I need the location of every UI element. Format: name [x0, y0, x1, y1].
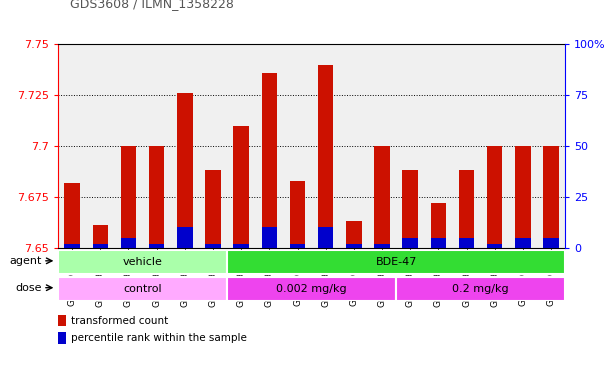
Bar — [227, 277, 396, 301]
Bar — [205, 243, 221, 248]
Text: BDE-47: BDE-47 — [375, 257, 417, 267]
Bar — [543, 237, 559, 248]
Bar — [262, 73, 277, 248]
Bar — [177, 93, 192, 248]
Bar — [58, 250, 227, 274]
Bar — [396, 277, 565, 301]
Bar — [290, 243, 306, 248]
Bar — [375, 243, 390, 248]
Text: 0.2 mg/kg: 0.2 mg/kg — [452, 284, 509, 294]
Bar — [149, 146, 164, 248]
Bar — [375, 146, 390, 248]
Text: dose: dose — [15, 283, 42, 293]
Bar — [92, 243, 108, 248]
Bar — [58, 315, 67, 326]
Bar — [205, 170, 221, 248]
Bar — [459, 237, 474, 248]
Bar — [431, 237, 446, 248]
Bar — [290, 180, 306, 248]
Bar — [403, 170, 418, 248]
Text: percentile rank within the sample: percentile rank within the sample — [71, 333, 247, 343]
Bar — [262, 227, 277, 248]
Bar — [233, 243, 249, 248]
Bar — [64, 243, 80, 248]
Bar — [64, 182, 80, 248]
Bar — [346, 243, 362, 248]
Bar — [58, 332, 67, 344]
Bar — [431, 203, 446, 248]
Text: vehicle: vehicle — [123, 257, 163, 267]
Text: GDS3608 / ILMN_1358228: GDS3608 / ILMN_1358228 — [70, 0, 234, 10]
Bar — [149, 243, 164, 248]
Bar — [403, 237, 418, 248]
Bar — [459, 170, 474, 248]
Bar — [318, 65, 334, 248]
Bar — [515, 146, 531, 248]
Bar — [58, 277, 227, 301]
Bar — [543, 146, 559, 248]
Text: agent: agent — [9, 256, 42, 266]
Bar — [346, 221, 362, 248]
Bar — [318, 227, 334, 248]
Bar — [92, 225, 108, 248]
Bar — [227, 250, 565, 274]
Bar — [487, 243, 502, 248]
Bar — [121, 237, 136, 248]
Text: transformed count: transformed count — [71, 316, 169, 326]
Text: control: control — [123, 284, 162, 294]
Bar — [177, 227, 192, 248]
Bar — [121, 146, 136, 248]
Text: 0.002 mg/kg: 0.002 mg/kg — [276, 284, 347, 294]
Bar — [233, 126, 249, 248]
Bar — [515, 237, 531, 248]
Bar — [487, 146, 502, 248]
